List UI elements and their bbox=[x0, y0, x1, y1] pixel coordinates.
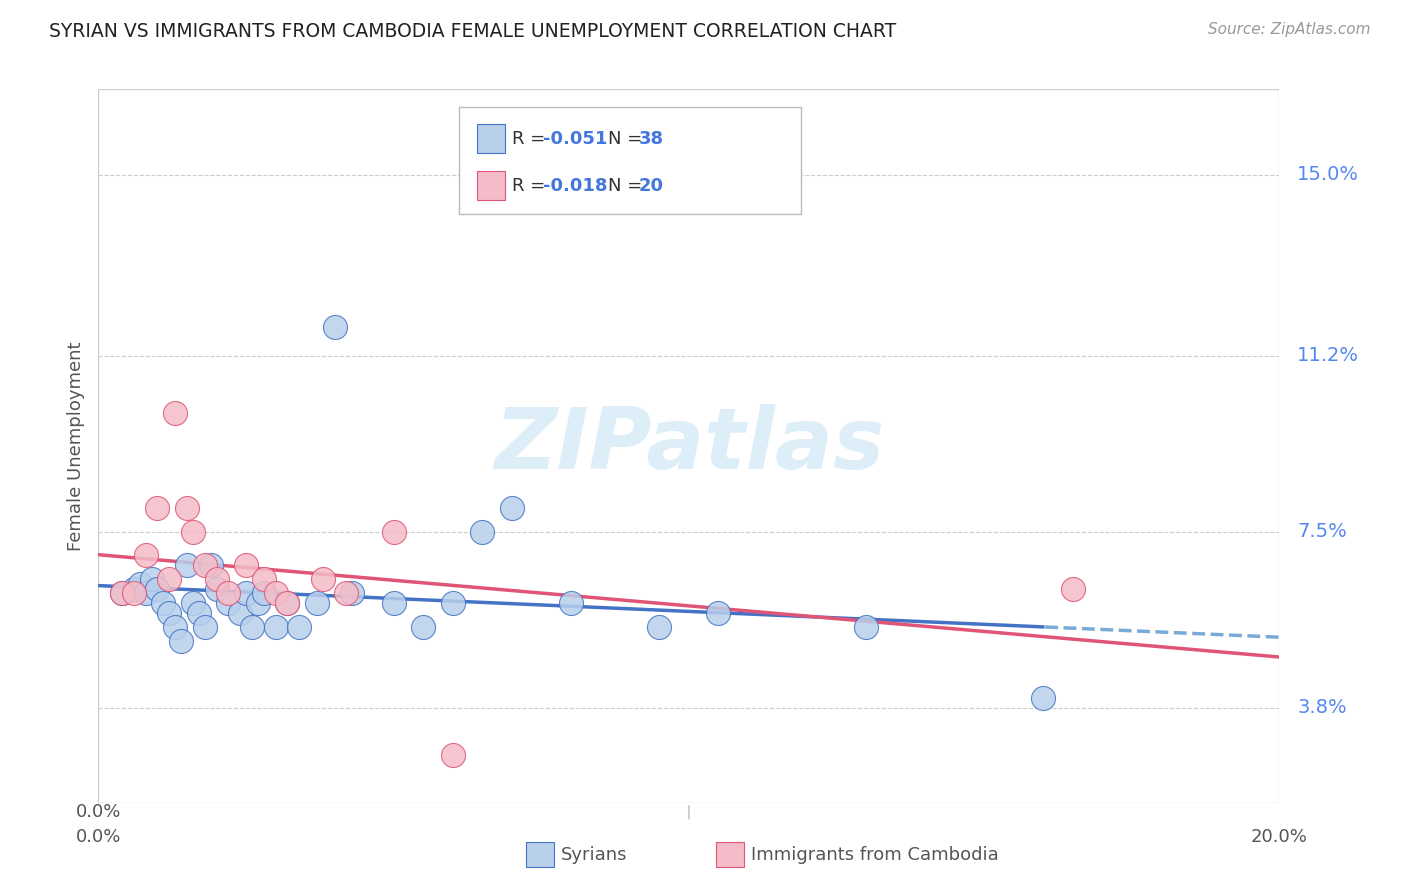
Point bbox=[240, 620, 263, 634]
Point bbox=[253, 586, 276, 600]
Point bbox=[128, 577, 150, 591]
Point bbox=[181, 524, 204, 539]
Point bbox=[264, 586, 287, 600]
Point bbox=[246, 596, 269, 610]
Point bbox=[205, 582, 228, 596]
Point bbox=[382, 524, 405, 539]
Point bbox=[288, 620, 311, 634]
Text: N =: N = bbox=[607, 129, 648, 147]
Point bbox=[276, 596, 298, 610]
Point bbox=[648, 620, 671, 634]
Point bbox=[181, 596, 204, 610]
Point bbox=[335, 586, 357, 600]
Point bbox=[122, 582, 145, 596]
Point bbox=[141, 572, 163, 586]
Text: -0.018: -0.018 bbox=[543, 177, 607, 194]
Text: SYRIAN VS IMMIGRANTS FROM CAMBODIA FEMALE UNEMPLOYMENT CORRELATION CHART: SYRIAN VS IMMIGRANTS FROM CAMBODIA FEMAL… bbox=[49, 22, 897, 41]
Text: N =: N = bbox=[607, 177, 648, 194]
Y-axis label: Female Unemployment: Female Unemployment bbox=[66, 342, 84, 550]
Point bbox=[1062, 582, 1084, 596]
Point bbox=[382, 596, 405, 610]
Point bbox=[205, 572, 228, 586]
Text: Immigrants from Cambodia: Immigrants from Cambodia bbox=[751, 846, 998, 863]
Point bbox=[441, 748, 464, 763]
Point bbox=[264, 620, 287, 634]
Point bbox=[441, 596, 464, 610]
Point bbox=[170, 634, 193, 648]
Point bbox=[122, 586, 145, 600]
Text: 3.8%: 3.8% bbox=[1298, 698, 1347, 717]
Text: 20.0%: 20.0% bbox=[1251, 828, 1308, 846]
Text: R =: R = bbox=[512, 129, 551, 147]
Text: 38: 38 bbox=[638, 129, 664, 147]
Point bbox=[855, 620, 877, 634]
Point bbox=[560, 596, 582, 610]
Point bbox=[146, 582, 169, 596]
Point bbox=[187, 606, 209, 620]
Text: Source: ZipAtlas.com: Source: ZipAtlas.com bbox=[1208, 22, 1371, 37]
Point bbox=[305, 596, 328, 610]
Point bbox=[501, 500, 523, 515]
Point bbox=[135, 586, 157, 600]
Point bbox=[176, 558, 198, 572]
Point bbox=[217, 586, 239, 600]
Point bbox=[471, 524, 494, 539]
Point bbox=[235, 586, 257, 600]
Point bbox=[111, 586, 134, 600]
Text: Syrians: Syrians bbox=[561, 846, 627, 863]
Text: R =: R = bbox=[512, 177, 551, 194]
Text: 7.5%: 7.5% bbox=[1298, 522, 1347, 541]
Point bbox=[157, 572, 180, 586]
Point bbox=[176, 500, 198, 515]
Point bbox=[312, 572, 335, 586]
Point bbox=[707, 606, 730, 620]
Point bbox=[342, 586, 364, 600]
Point bbox=[165, 620, 187, 634]
Text: ZIPatlas: ZIPatlas bbox=[494, 404, 884, 488]
Point bbox=[200, 558, 222, 572]
Point bbox=[194, 620, 217, 634]
Point bbox=[135, 549, 157, 563]
Text: 20: 20 bbox=[638, 177, 664, 194]
Text: 15.0%: 15.0% bbox=[1298, 165, 1360, 185]
Point bbox=[194, 558, 217, 572]
Point bbox=[152, 596, 174, 610]
Text: 0.0%: 0.0% bbox=[76, 803, 121, 821]
Point bbox=[217, 596, 239, 610]
Text: -0.051: -0.051 bbox=[543, 129, 607, 147]
Point bbox=[323, 320, 346, 334]
Point bbox=[412, 620, 434, 634]
Point bbox=[157, 606, 180, 620]
Text: 0.0%: 0.0% bbox=[76, 828, 121, 846]
Point bbox=[253, 572, 276, 586]
Point bbox=[229, 606, 252, 620]
Point bbox=[1032, 691, 1054, 706]
Text: 11.2%: 11.2% bbox=[1298, 346, 1360, 365]
Point bbox=[276, 596, 298, 610]
Point bbox=[111, 586, 134, 600]
Point bbox=[235, 558, 257, 572]
Point bbox=[146, 500, 169, 515]
Point bbox=[165, 406, 187, 420]
